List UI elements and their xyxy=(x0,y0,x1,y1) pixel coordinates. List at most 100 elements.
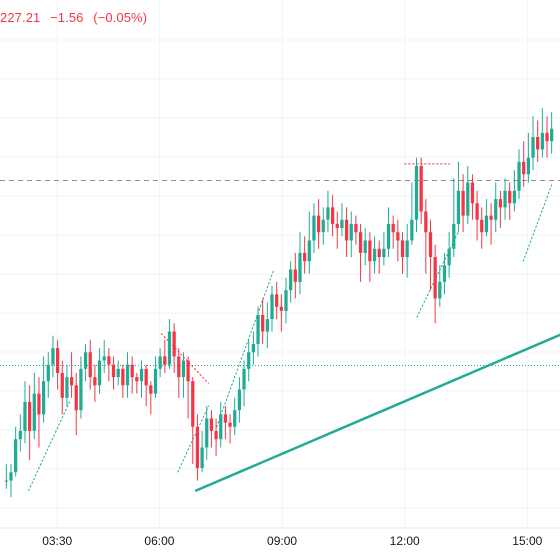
candle-body xyxy=(116,368,120,378)
candle xyxy=(321,207,325,245)
candle xyxy=(256,306,260,357)
candle xyxy=(209,410,214,448)
candle-body xyxy=(438,281,442,299)
candle xyxy=(438,265,442,307)
candle-body xyxy=(237,389,242,411)
candle-body xyxy=(158,356,162,369)
candle xyxy=(79,356,83,419)
candle-body xyxy=(517,161,521,191)
candle-body xyxy=(153,368,158,394)
candle-body xyxy=(405,240,409,258)
candle-body xyxy=(186,360,190,382)
candle-body xyxy=(428,232,433,258)
candle xyxy=(51,335,55,378)
candle xyxy=(55,339,60,390)
candle xyxy=(223,406,228,440)
last-price: 227.21 xyxy=(0,10,41,25)
candle-body xyxy=(149,385,153,394)
candle xyxy=(442,252,447,295)
candle xyxy=(251,331,255,365)
candle-body xyxy=(396,232,400,241)
candle xyxy=(116,360,120,386)
x-tick-label: 06:00 xyxy=(144,534,174,548)
candle-body xyxy=(32,393,36,431)
candle-body xyxy=(88,352,92,378)
candle xyxy=(14,426,18,477)
candle xyxy=(60,360,64,415)
candle xyxy=(261,298,265,344)
candle xyxy=(303,236,307,274)
candle xyxy=(344,207,349,258)
candle xyxy=(18,414,22,452)
candle xyxy=(456,161,461,233)
candle-body xyxy=(410,219,414,241)
candle xyxy=(65,364,69,407)
candle xyxy=(74,372,78,436)
candle-body xyxy=(191,381,195,427)
candle xyxy=(400,232,405,274)
candle xyxy=(167,319,172,369)
candle-body xyxy=(321,219,325,233)
candle-body xyxy=(531,136,535,158)
candle-body xyxy=(344,219,349,241)
candle-body xyxy=(51,348,55,365)
candle-body xyxy=(414,165,419,220)
candle xyxy=(494,182,498,233)
candle xyxy=(195,414,200,481)
candle-body xyxy=(177,356,181,378)
candle-body xyxy=(466,182,470,216)
price-change-percent: (−0.05%) xyxy=(93,10,148,25)
candle xyxy=(219,401,223,448)
candle-body xyxy=(400,240,405,258)
candle xyxy=(139,360,144,398)
candle-body xyxy=(270,294,274,320)
candle-body xyxy=(139,368,144,382)
candle-body xyxy=(447,248,451,266)
candle xyxy=(214,418,218,456)
candle xyxy=(149,381,153,415)
candle xyxy=(158,348,162,378)
candle xyxy=(326,190,330,233)
candle-body xyxy=(433,257,437,299)
candle xyxy=(265,302,269,349)
candle-body xyxy=(209,418,214,431)
candle xyxy=(316,199,321,249)
candle-body xyxy=(377,248,381,258)
candle xyxy=(279,294,283,332)
candle-body xyxy=(391,223,395,233)
candle-body xyxy=(41,381,46,415)
candle-body xyxy=(312,215,316,241)
candle-body xyxy=(28,401,32,431)
candle xyxy=(330,194,335,237)
candle xyxy=(275,281,279,320)
candle xyxy=(69,352,74,398)
price-readout: 227.21 −1.56 (−0.05%) xyxy=(0,10,153,25)
x-tick-label: 09:00 xyxy=(267,534,297,548)
trend-line-dotted xyxy=(28,401,70,492)
candle xyxy=(377,240,381,274)
candle xyxy=(135,372,139,394)
candle-body xyxy=(489,215,493,220)
candle xyxy=(186,356,190,419)
candle xyxy=(335,211,339,249)
candle xyxy=(531,116,535,171)
candle-body xyxy=(452,223,456,249)
candle xyxy=(503,178,507,220)
candle xyxy=(405,223,409,278)
candle xyxy=(200,430,204,473)
candle xyxy=(172,323,176,373)
candle-body xyxy=(382,248,386,258)
candle xyxy=(410,182,414,245)
candle-body xyxy=(442,265,447,282)
trend-lines xyxy=(28,163,560,492)
x-tick-label: 12:00 xyxy=(390,534,420,548)
candle-body xyxy=(340,219,344,229)
candle-body xyxy=(219,414,223,440)
candle-body xyxy=(279,306,283,311)
candle-body xyxy=(289,269,293,291)
candle-body xyxy=(316,215,321,233)
candle-body xyxy=(545,132,549,142)
candle xyxy=(28,385,32,460)
